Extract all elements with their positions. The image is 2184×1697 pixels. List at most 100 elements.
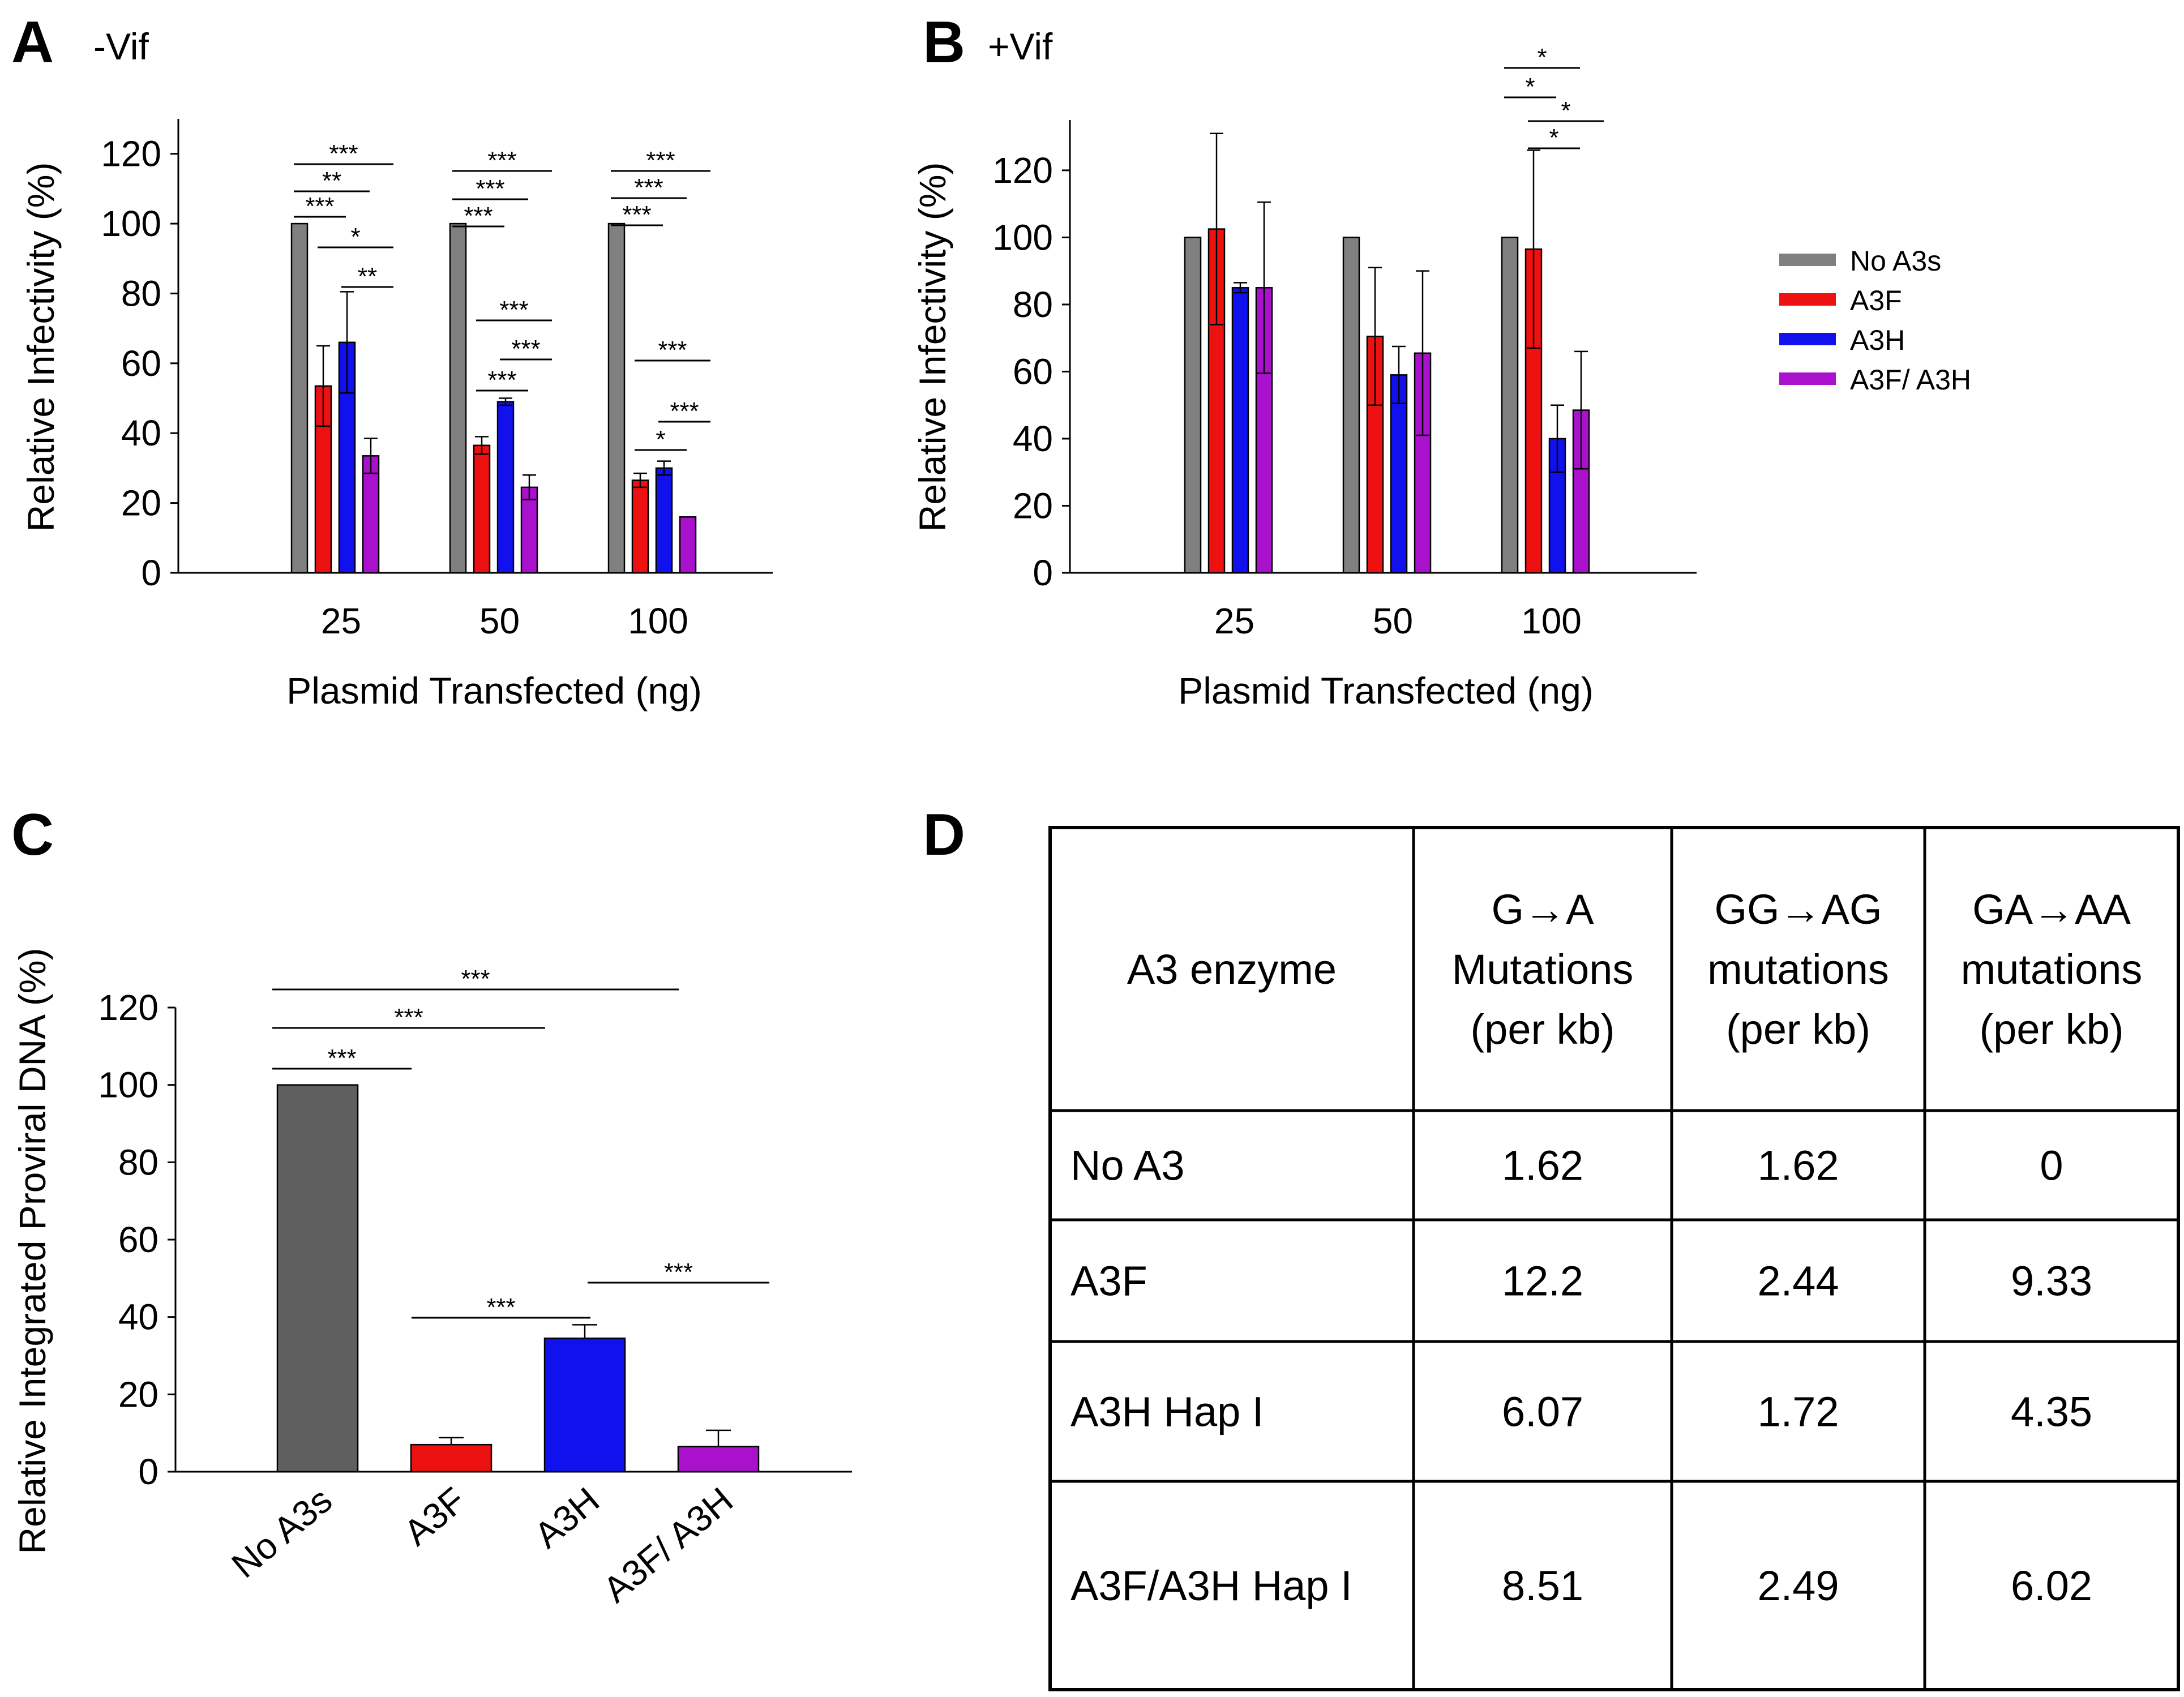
y-tick-label: 60 (1013, 351, 1053, 392)
bar-no-a3s (607, 222, 626, 574)
panel-b-subtitle: +Vif (988, 25, 1053, 67)
panel-d: D A3 enzyme G→A Mutations (per kb) GG→AG muta… (923, 802, 2180, 1691)
significance-label: *** (511, 335, 540, 363)
y-tick-label: 100 (101, 203, 161, 244)
table-header: GG→AG (1714, 886, 1882, 933)
panel-b-xlabel: Plasmid Transfected (ng) (1178, 670, 1594, 712)
table-cell: 0 (2040, 1142, 2063, 1189)
significance-label: *** (499, 296, 528, 324)
legend-swatch-a3f (1779, 293, 1836, 306)
significance-label: * (1525, 73, 1535, 101)
table-cell: 1.62 (1757, 1142, 1839, 1189)
legend-label: No A3s (1850, 245, 1941, 277)
significance-label: *** (461, 965, 490, 993)
y-tick-label: 20 (121, 483, 161, 524)
mutation-table: A3 enzyme G→A Mutations (per kb) GG→AG mutati… (1048, 826, 2180, 1691)
table-cell: 2.49 (1757, 1562, 1839, 1609)
panel-a: A -Vif Relative Infectivity (%) Plasmid … (11, 10, 773, 712)
significance-label: *** (664, 1258, 693, 1286)
panel-a-xlabel: Plasmid Transfected (ng) (286, 670, 702, 712)
bar-no-a3s (1501, 237, 1519, 574)
significance-label: *** (486, 1293, 515, 1321)
legend-label: A3F (1850, 285, 1902, 316)
significance-label: *** (670, 397, 699, 425)
y-tick-label: 100 (98, 1065, 159, 1105)
table-cell: 6.07 (1502, 1389, 1583, 1435)
table-header: (per kb) (1471, 1006, 1615, 1053)
significance-label: *** (622, 201, 651, 229)
y-tick-label: 100 (992, 217, 1053, 258)
y-tick-label: 120 (98, 987, 159, 1028)
legend: No A3s A3F A3H A3F/ A3H (1779, 245, 1971, 396)
y-tick-label: 120 (992, 150, 1053, 191)
y-tick-label: 40 (118, 1297, 159, 1338)
significance-label: * (656, 426, 665, 453)
table-row-label: No A3 (1070, 1142, 1185, 1189)
legend-swatch-a3fa3h (1779, 372, 1836, 385)
bar-a3f (410, 1443, 493, 1473)
bar-a3f-a3h (677, 1446, 760, 1473)
table-header: GA→AA (1972, 886, 2131, 933)
table-header: mutations (1707, 946, 1889, 993)
y-tick-label: 20 (118, 1374, 159, 1415)
table-cell: 4.35 (2011, 1389, 2092, 1435)
table-cell: 9.33 (2011, 1258, 2092, 1305)
panel-b: B +Vif Relative Infectivity (%) Plasmid … (911, 10, 1697, 712)
significance-label: *** (487, 366, 516, 394)
table-cell: 1.62 (1502, 1142, 1583, 1189)
panel-b-label: B (923, 10, 965, 75)
significance-label: *** (464, 202, 493, 230)
table-row-label: A3F/A3H Hap I (1070, 1562, 1352, 1609)
bar-no-a3s (1184, 237, 1202, 574)
x-tick-label: 100 (1521, 601, 1582, 641)
bar-a3h (496, 401, 515, 574)
significance-label: *** (487, 147, 516, 174)
x-tick-label: 50 (1373, 601, 1413, 641)
table-row-label: A3F (1070, 1258, 1147, 1305)
x-tick-label: 25 (321, 601, 361, 641)
bar-a3h (655, 467, 673, 574)
bar-no-a3s (276, 1084, 359, 1473)
table-header: (per kb) (1980, 1006, 2124, 1053)
bar-a3h (1390, 374, 1408, 574)
table-header: A3 enzyme (1127, 946, 1337, 993)
y-tick-label: 0 (138, 1451, 159, 1492)
table-border (1048, 826, 2180, 1691)
significance-label: ** (358, 263, 377, 290)
panel-b-ylabel: Relative Infectivity (%) (911, 162, 953, 532)
significance-label: *** (305, 192, 334, 220)
table-cell: 12.2 (1502, 1258, 1583, 1305)
bar-no-a3s (449, 222, 467, 574)
table-row-label: A3H Hap I (1070, 1389, 1264, 1435)
x-tick-label: A3H (526, 1480, 607, 1556)
bar-a3h (1231, 287, 1249, 574)
y-tick-label: 60 (118, 1219, 159, 1260)
y-tick-label: 0 (1033, 552, 1053, 593)
significance-label: * (1537, 44, 1547, 71)
significance-label: * (1549, 124, 1558, 152)
legend-swatch-a3h (1779, 333, 1836, 345)
panel-a-ylabel: Relative Infectivity (%) (20, 162, 62, 532)
table-cell: 6.02 (2011, 1562, 2092, 1609)
significance-label: *** (634, 174, 663, 202)
panel-d-label: D (923, 802, 965, 868)
y-tick-label: 80 (1013, 284, 1053, 325)
table-cell: 2.44 (1757, 1258, 1839, 1305)
legend-label: A3F/ A3H (1850, 364, 1971, 396)
x-tick-label: 100 (628, 601, 688, 641)
x-tick-label: 50 (479, 601, 520, 641)
panel-c-label: C (11, 802, 54, 868)
panel-a-label: A (11, 10, 54, 75)
x-tick-label: 25 (1214, 601, 1254, 641)
significance-label: *** (327, 1044, 356, 1072)
y-tick-label: 80 (121, 273, 161, 314)
table-cell: 8.51 (1502, 1562, 1583, 1609)
significance-label: ** (322, 167, 341, 195)
table-header: Mutations (1452, 946, 1634, 993)
significance-label: * (1561, 97, 1570, 125)
significance-label: *** (476, 175, 504, 203)
table-cell: 1.72 (1757, 1389, 1839, 1435)
